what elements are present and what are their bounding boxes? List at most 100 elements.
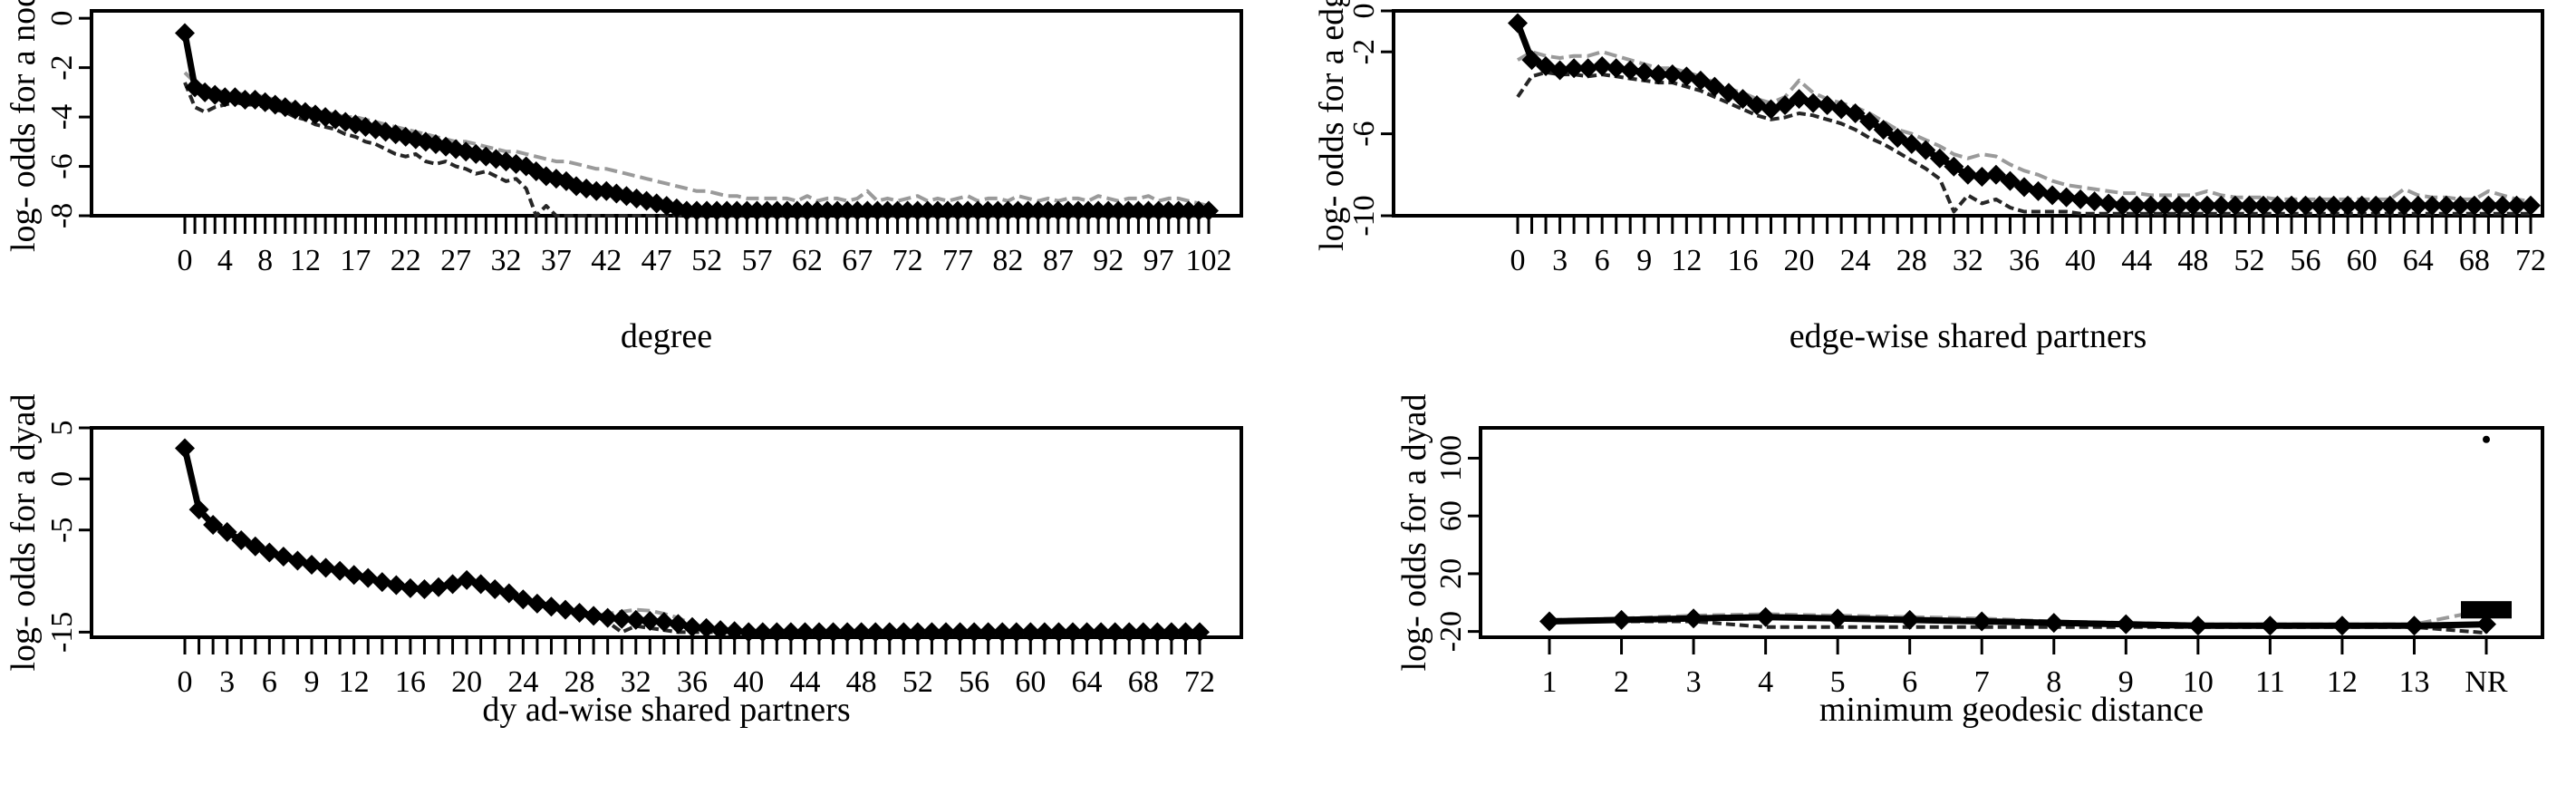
x-tick-label: 47 bbox=[642, 244, 672, 277]
y-tick-label: -2 bbox=[45, 54, 79, 80]
data-point bbox=[2351, 195, 2372, 216]
data-point bbox=[1138, 200, 1159, 221]
data-point bbox=[2464, 195, 2484, 216]
outlier-point bbox=[2483, 435, 2490, 443]
data-point bbox=[2116, 614, 2137, 635]
data-point bbox=[235, 90, 256, 111]
x-axis-title: degree bbox=[621, 317, 712, 355]
data-point bbox=[907, 622, 928, 643]
data-point bbox=[2422, 195, 2443, 216]
x-tick-label: 87 bbox=[1043, 244, 1074, 277]
x-tick-label: 22 bbox=[391, 244, 421, 277]
data-point bbox=[315, 557, 336, 578]
x-tick-label: 5 bbox=[1830, 665, 1846, 699]
y-tick-label: -6 bbox=[45, 153, 79, 179]
data-point bbox=[1133, 622, 1153, 643]
data-point bbox=[847, 200, 868, 221]
data-point bbox=[809, 622, 829, 643]
data-point bbox=[371, 572, 392, 593]
data-point bbox=[2394, 195, 2415, 216]
data-point bbox=[1634, 62, 1655, 82]
data-point bbox=[710, 620, 731, 641]
data-point bbox=[625, 609, 646, 630]
x-tick-label: 68 bbox=[2459, 244, 2490, 277]
x-tick-label: 8 bbox=[2046, 665, 2061, 699]
y-tick-label: -8 bbox=[45, 203, 79, 228]
data-point bbox=[879, 622, 900, 643]
data-point bbox=[175, 438, 195, 459]
x-tick-label: 10 bbox=[2183, 665, 2214, 699]
x-tick-label: 44 bbox=[789, 665, 820, 699]
data-point bbox=[2070, 189, 2091, 209]
data-point bbox=[1817, 94, 1838, 115]
x-tick-label: 97 bbox=[1143, 244, 1174, 277]
data-point bbox=[1128, 200, 1149, 221]
data-point bbox=[2404, 615, 2425, 636]
data-point bbox=[1859, 111, 1880, 132]
data-point bbox=[796, 200, 817, 221]
y-axis-title: log- odds for a dyad bbox=[1395, 393, 1433, 671]
data-point bbox=[1845, 103, 1866, 123]
data-point bbox=[2127, 195, 2147, 216]
data-point bbox=[767, 200, 787, 221]
panel-edgewise-shared-partners: 0 3 6 9 12 16 20 24 28 32 36 40 44 48 52 56 60 64 68 720-2-… bbox=[1313, 0, 2546, 355]
data-point bbox=[897, 200, 918, 221]
data-point bbox=[738, 622, 759, 643]
data-point bbox=[1076, 622, 1097, 643]
y-tick-label: -6 bbox=[1347, 121, 1381, 146]
data-point bbox=[203, 515, 224, 536]
data-point bbox=[1037, 200, 1058, 221]
data-point bbox=[1611, 609, 1632, 630]
data-point bbox=[717, 200, 738, 221]
x-tick-label: 52 bbox=[902, 665, 933, 699]
data-point bbox=[513, 589, 534, 610]
data-point bbox=[867, 200, 888, 221]
series-line-observed bbox=[181, 447, 1200, 635]
y-tick-label: 5 bbox=[45, 421, 79, 436]
data-point bbox=[2492, 195, 2513, 216]
data-point bbox=[2056, 187, 2077, 208]
data-point bbox=[1648, 64, 1669, 85]
data-point bbox=[1161, 622, 1182, 643]
x-tick-label: 20 bbox=[451, 665, 482, 699]
data-point bbox=[429, 577, 449, 597]
data-point bbox=[1985, 164, 2006, 185]
data-point bbox=[305, 104, 326, 125]
data-point bbox=[1178, 200, 1199, 221]
data-point bbox=[1091, 622, 1112, 643]
data-point bbox=[358, 567, 379, 588]
x-tick-label: 28 bbox=[1896, 244, 1927, 277]
data-point bbox=[1148, 200, 1169, 221]
x-tick-label: 9 bbox=[304, 665, 320, 699]
y-axis-title: log- odds for a dyad bbox=[5, 393, 43, 671]
data-point bbox=[737, 200, 757, 221]
data-point bbox=[1957, 164, 1978, 185]
data-point bbox=[1972, 611, 1992, 632]
x-tick-label: 11 bbox=[2255, 665, 2285, 699]
data-point bbox=[2028, 180, 2049, 201]
data-point bbox=[907, 200, 928, 221]
data-point bbox=[1119, 622, 1140, 643]
data-point bbox=[676, 200, 697, 221]
data-point bbox=[2267, 195, 2288, 216]
data-point bbox=[2379, 195, 2400, 216]
x-tick-label: 36 bbox=[677, 665, 708, 699]
x-tick-label: 40 bbox=[733, 665, 764, 699]
data-point bbox=[687, 200, 707, 221]
data-point bbox=[1108, 200, 1129, 221]
x-tick-label: 37 bbox=[541, 244, 572, 277]
x-tick-label: 17 bbox=[340, 244, 371, 277]
data-point bbox=[1662, 64, 1683, 85]
data-point bbox=[597, 607, 618, 628]
x-tick-label: 27 bbox=[440, 244, 471, 277]
y-tick-label: -15 bbox=[45, 612, 79, 653]
data-point bbox=[948, 200, 969, 221]
x-tick-label: 48 bbox=[2177, 244, 2208, 277]
data-point bbox=[1188, 200, 1209, 221]
data-point bbox=[1539, 611, 1559, 632]
data-point bbox=[1732, 89, 1753, 110]
data-point bbox=[1775, 94, 1796, 115]
series-line-simulated-lower bbox=[183, 448, 1200, 635]
data-point bbox=[245, 536, 265, 557]
